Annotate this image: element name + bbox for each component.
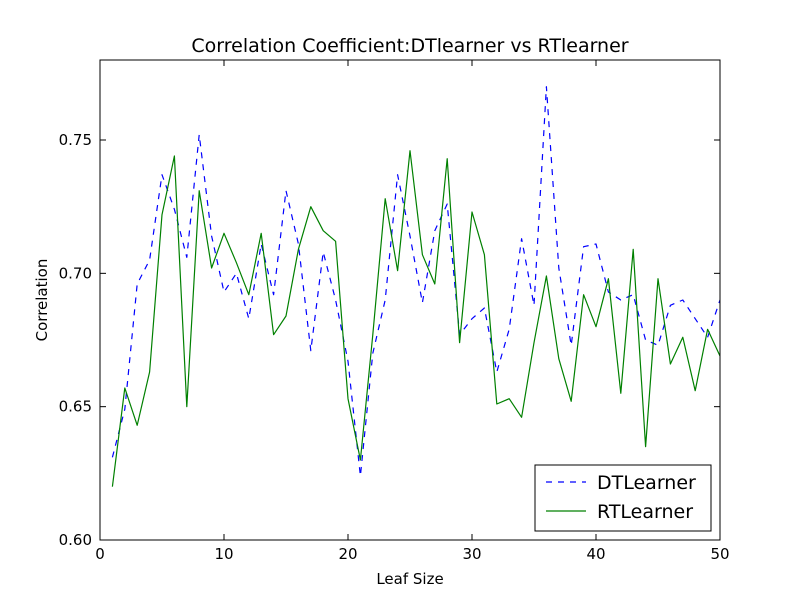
x-tick-label: 50 xyxy=(710,545,729,563)
y-tick-label: 0.75 xyxy=(59,131,92,149)
series-layer xyxy=(111,86,721,487)
legend-box xyxy=(534,464,712,532)
legend-dtlearner-label: DTLearner xyxy=(597,472,696,494)
legend-rtlearner-label: RTLearner xyxy=(597,501,693,523)
x-tick-label: 40 xyxy=(586,545,605,563)
series-line-rtlearner xyxy=(111,150,721,487)
chart-title: Correlation Coefficient:DTlearner vs RTl… xyxy=(191,35,628,57)
y-tick-label: 0.60 xyxy=(59,531,92,549)
x-tick-label: 30 xyxy=(462,545,481,563)
plot-frame xyxy=(99,59,721,541)
x-axis-label: Leaf Size xyxy=(376,570,443,588)
legend: DTLearner RTLearner xyxy=(534,464,712,532)
x-tick-label: 20 xyxy=(338,545,357,563)
y-tick-label: 0.70 xyxy=(59,264,92,282)
x-tick-label: 10 xyxy=(214,545,233,563)
plot-area xyxy=(100,60,720,540)
series-line-dtlearner xyxy=(111,86,721,477)
axis-ticks: 0 10 20 30 40 50 0.60 0.65 0.70 0.75 xyxy=(59,60,730,563)
x-tick-label: 0 xyxy=(95,545,105,563)
y-axis-label: Correlation xyxy=(33,259,51,342)
y-tick-label: 0.65 xyxy=(59,398,92,416)
